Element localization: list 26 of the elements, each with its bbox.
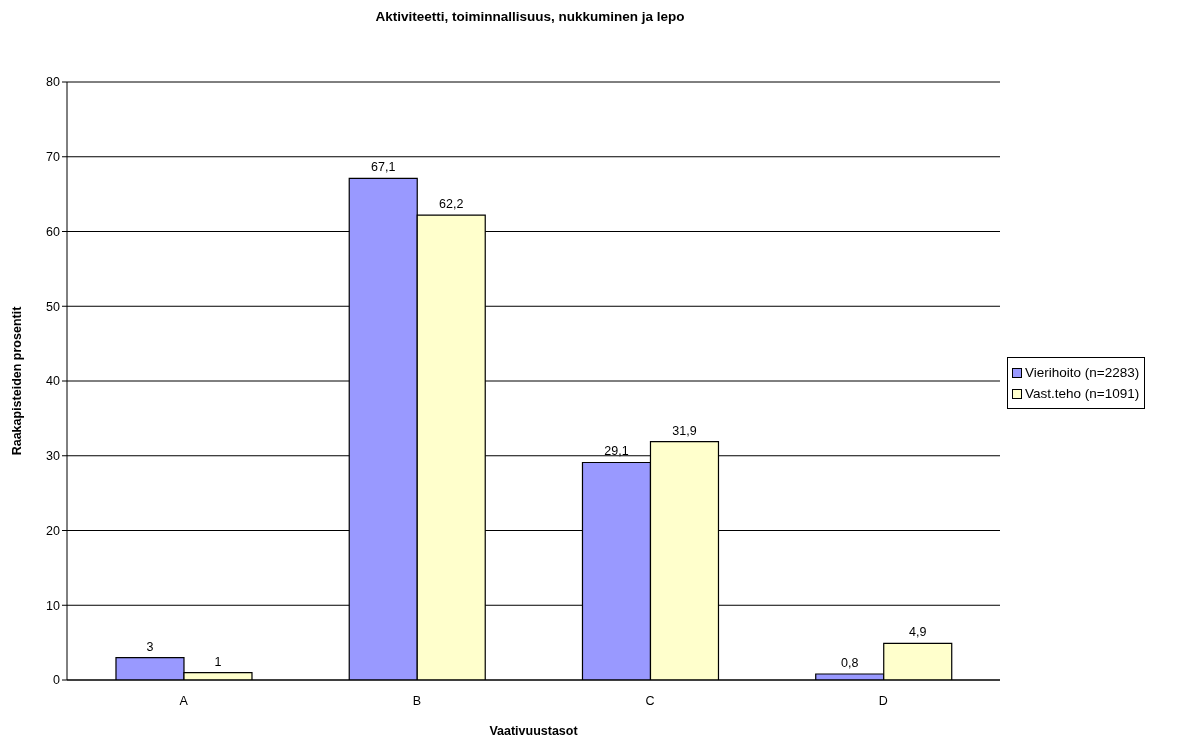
x-tick-label: A [179,693,189,708]
y-tick-label: 70 [46,150,61,165]
data-label: 29,1 [604,444,629,459]
x-tick-label: B [412,693,422,708]
y-axis-title: Raakapisteiden prosentit [10,306,24,456]
y-tick-label: 10 [46,598,61,613]
x-tick-label: C [645,693,655,708]
chart-title: Aktiviteetti, toiminnallisuus, nukkuminen ja lepo [374,9,686,24]
data-label: 31,9 [672,423,697,438]
y-tick-label: 20 [46,523,61,538]
legend-label: Vast.teho (n=1091) [1025,386,1140,401]
data-label: 4,9 [909,625,927,640]
data-label: 0,8 [841,656,859,671]
data-label: 3 [146,639,154,654]
y-tick-label: 30 [46,449,61,464]
y-tick-label: 80 [46,75,61,90]
data-label: 62,2 [439,197,464,212]
data-label: 1 [214,654,222,669]
x-tick-label: D [878,693,888,708]
legend-label: Vierihoito (n=2283) [1025,365,1140,380]
y-tick-label: 0 [53,673,61,688]
y-tick-label: 40 [46,374,61,389]
y-tick-label: 50 [46,299,61,314]
y-tick-label: 60 [46,224,61,239]
x-axis-title: Vaativuustasot [489,724,578,738]
data-label: 67,1 [371,160,396,175]
